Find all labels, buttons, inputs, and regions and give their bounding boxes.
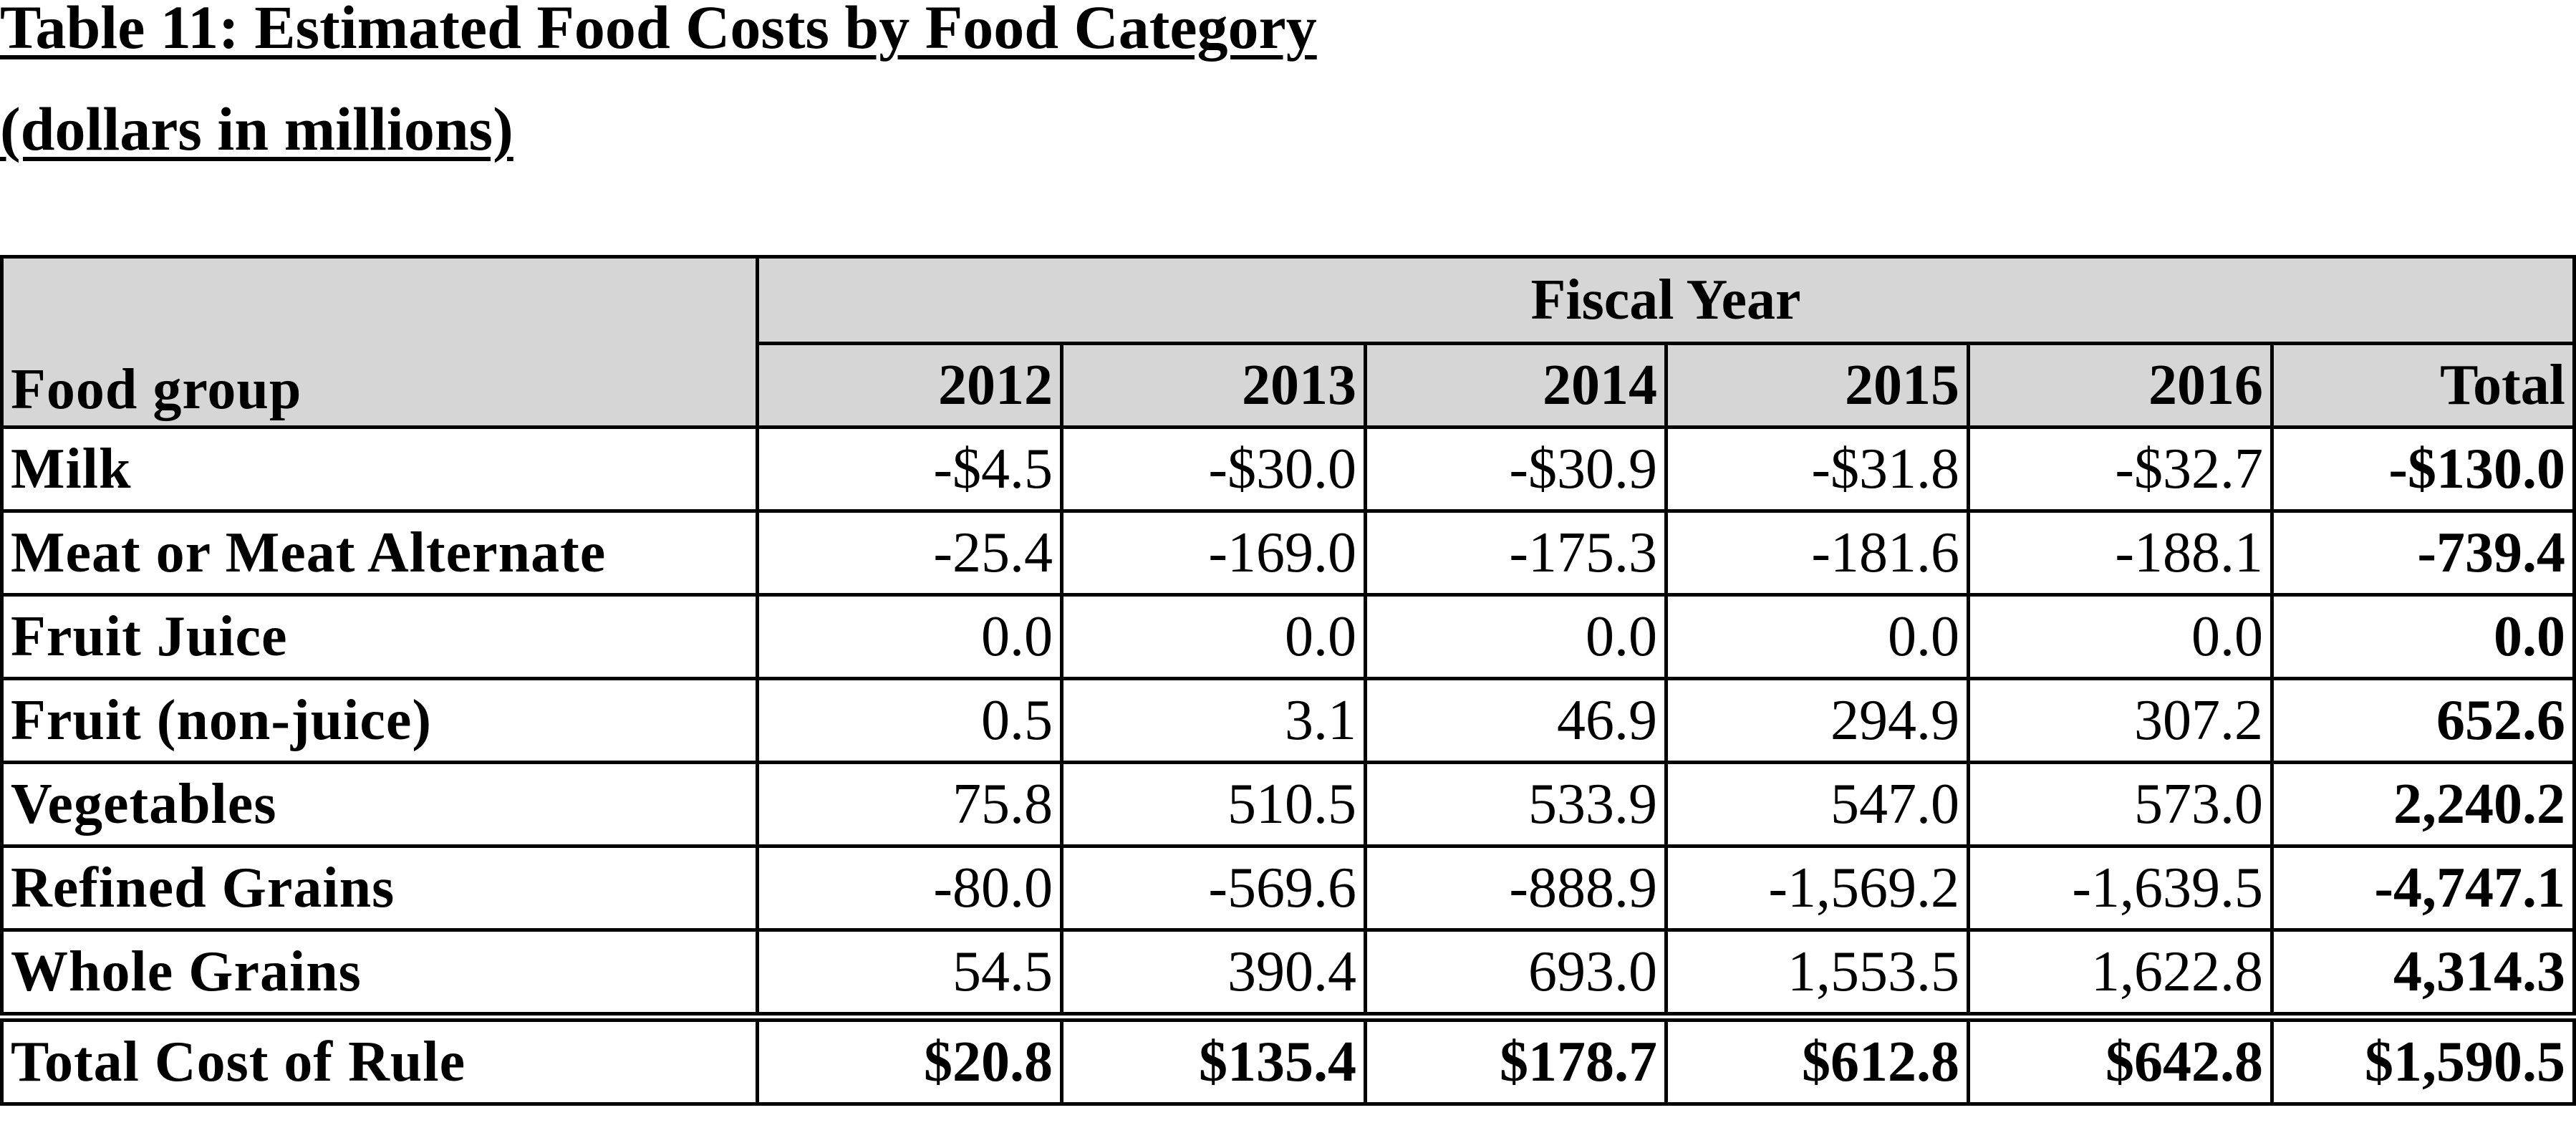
cell: -80.0 <box>756 844 1063 932</box>
cell: 294.9 <box>1664 677 1970 764</box>
row-label: Whole Grains <box>0 928 759 1019</box>
cell: 54.5 <box>756 928 1063 1019</box>
table-row: Whole Grains 54.5 390.4 693.0 1,553.5 1,622.8… <box>0 928 2576 1019</box>
row-label: Refined Grains <box>0 844 759 932</box>
cell: 75.8 <box>756 761 1063 848</box>
header-row: Food group Fiscal Year <box>0 255 2576 429</box>
cell: -181.6 <box>1664 509 1970 597</box>
title: Table 11: Estimated Food Costs by Food C… <box>0 0 1317 62</box>
cell: -$30.0 <box>1060 425 1367 513</box>
table-row: Fruit Juice 0.0 0.0 0.0 0.0 0.0 0.0 <box>0 593 2576 680</box>
header-row: 2012 2013 2014 2015 2016 Total <box>2 342 2576 429</box>
row-label: Meat or Meat Alternate <box>0 509 759 597</box>
cell: 0.0 <box>1967 593 2274 680</box>
cell: -175.3 <box>1364 509 1668 597</box>
cell: 573.0 <box>1967 761 2274 848</box>
column-header: 2012 <box>756 342 1063 429</box>
cell: 533.9 <box>1364 761 1668 848</box>
column-header: 2016 <box>1967 342 2274 429</box>
cell: 693.0 <box>1364 928 1668 1019</box>
cell: $178.7 <box>1364 1012 1668 1106</box>
cell: -1,569.2 <box>1664 844 1970 932</box>
cell: -25.4 <box>756 509 1063 597</box>
cell: 0.0 <box>1664 593 1970 680</box>
cell: -$130.0 <box>2269 425 2576 513</box>
total-row: Total Cost of Rule $20.8 $135.4 $178.7 $612.… <box>0 1012 2576 1106</box>
cell: -1,639.5 <box>1967 844 2274 932</box>
cell: -4,747.1 <box>2269 844 2576 932</box>
cell: $642.8 <box>1967 1012 2274 1106</box>
group-header: Fiscal Year <box>755 255 2576 345</box>
cell: 390.4 <box>1060 928 1367 1019</box>
cell: 0.0 <box>2269 593 2576 680</box>
row-label: Milk <box>0 425 759 513</box>
cell: -169.0 <box>1060 509 1367 597</box>
column-header: 2014 <box>1364 342 1668 429</box>
cell: 2,240.2 <box>2269 761 2576 848</box>
cell: -739.4 <box>2269 509 2576 597</box>
row-label: Total Cost of Rule <box>0 1012 759 1106</box>
cell: 0.0 <box>756 593 1063 680</box>
cell: 307.2 <box>1967 677 2274 764</box>
cell: 1,553.5 <box>1664 928 1970 1019</box>
cell: 0.0 <box>1060 593 1367 680</box>
row-label: Vegetables <box>0 761 759 848</box>
cell: 547.0 <box>1664 761 1970 848</box>
cell: 0.5 <box>756 677 1063 764</box>
cell: -888.9 <box>1364 844 1668 932</box>
column-header: 2013 <box>1060 342 1367 429</box>
cell: -$31.8 <box>1664 425 1970 513</box>
column-header: Food group <box>0 255 759 429</box>
cell: -569.6 <box>1060 844 1367 932</box>
table: Food group Fiscal Year 2012 2013 2014 2015 201… <box>0 255 2576 1106</box>
cell: $135.4 <box>1060 1012 1367 1106</box>
table-row: Vegetables 75.8 510.5 533.9 547.0 573.0 2,240.… <box>0 761 2576 848</box>
cell: -188.1 <box>1967 509 2274 597</box>
cell: 652.6 <box>2269 677 2576 764</box>
table-row: Fruit (non-juice) 0.5 3.1 46.9 294.9 307.2 652… <box>0 677 2576 764</box>
cell: $20.8 <box>756 1012 1063 1106</box>
row-label: Fruit (non-juice) <box>0 677 759 764</box>
cell: $612.8 <box>1664 1012 1970 1106</box>
cell: 4,314.3 <box>2269 928 2576 1019</box>
cell: 1,622.8 <box>1967 928 2274 1019</box>
table-row: Milk -$4.5 -$30.0 -$30.9 -$31.8 -$32.7 -$130.0 <box>0 425 2576 513</box>
cell: 46.9 <box>1364 677 1668 764</box>
cell: 0.0 <box>1364 593 1668 680</box>
cell: 510.5 <box>1060 761 1367 848</box>
subtitle: (dollars in millions) <box>0 95 513 163</box>
cell: $1,590.5 <box>2269 1012 2576 1106</box>
cell: -$4.5 <box>756 425 1063 513</box>
table-row: Refined Grains -80.0 -569.6 -888.9 -1,569.2-… <box>0 844 2576 932</box>
cell: -$30.9 <box>1364 425 1668 513</box>
column-header: Total <box>2269 342 2576 429</box>
cell: 3.1 <box>1060 677 1367 764</box>
cell: -$32.7 <box>1967 425 2274 513</box>
row-label: Fruit Juice <box>0 593 759 680</box>
column-header: 2015 <box>1664 342 1970 429</box>
table-row: Meat or Meat Alternate -25.4 -169.0 -175.3-… <box>0 509 2576 597</box>
